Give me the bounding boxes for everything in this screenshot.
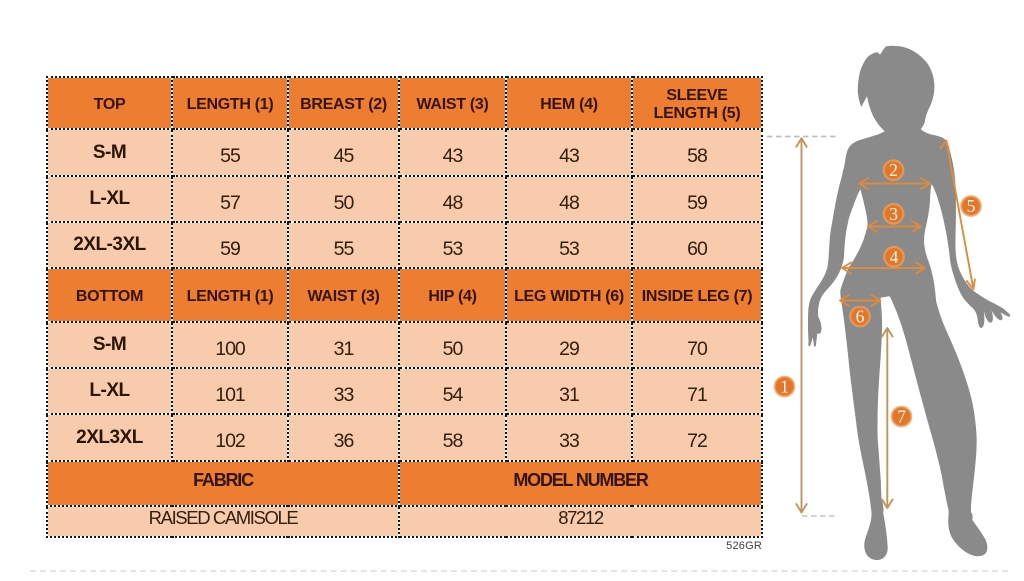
svg-text:2: 2 (889, 160, 898, 180)
svg-text:6: 6 (856, 307, 865, 327)
svg-text:3: 3 (889, 204, 898, 224)
svg-text:5: 5 (967, 196, 976, 216)
svg-text:7: 7 (897, 407, 906, 427)
svg-text:1: 1 (780, 377, 789, 397)
svg-text:4: 4 (890, 247, 899, 267)
